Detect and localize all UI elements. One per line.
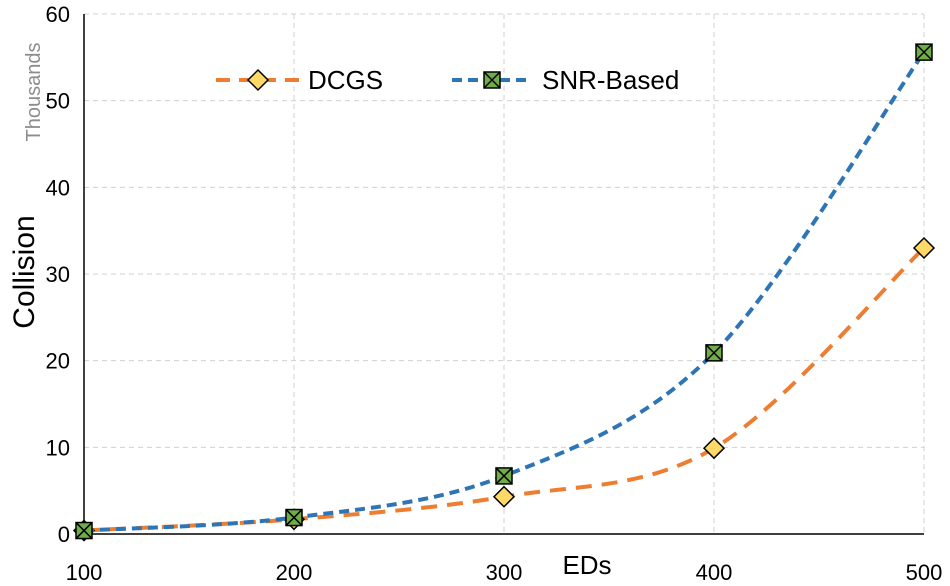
y-units-label: Thousands xyxy=(23,43,45,142)
data-point-snr-based-400 xyxy=(705,344,723,362)
y-tick-label-0: 0 xyxy=(58,522,70,547)
grid xyxy=(84,13,925,534)
tick-labels: 0 10 20 30 40 50 60 100 200 300 400 500 xyxy=(46,2,943,585)
x-axis-label: EDs xyxy=(562,550,611,580)
legend-marker-dcgs-diamond-icon xyxy=(246,68,270,92)
x-tick-label-400: 400 xyxy=(696,560,733,585)
series-area xyxy=(72,43,936,542)
x-tick-label-200: 200 xyxy=(276,560,313,585)
x-tick-label-500: 500 xyxy=(906,560,943,585)
y-tick-label-20: 20 xyxy=(46,349,70,374)
data-point-dcgs-500 xyxy=(912,236,936,260)
series-dcgs xyxy=(72,236,936,542)
y-tick-label-30: 30 xyxy=(46,262,70,287)
data-point-snr-based-200 xyxy=(285,508,303,527)
legend-item-snr-based: SNR-Based xyxy=(452,65,679,95)
legend-item-dcgs: DCGS xyxy=(216,65,383,95)
data-point-dcgs-300 xyxy=(492,485,516,508)
legend: DCGS SNR-Based xyxy=(216,65,679,95)
series-snr-based xyxy=(75,43,933,540)
y-tick-label-10: 10 xyxy=(46,435,70,460)
axes xyxy=(83,14,924,535)
legend-label-dcgs: DCGS xyxy=(308,65,383,95)
x-tick-label-300: 300 xyxy=(486,560,523,585)
x-tick-label-100: 100 xyxy=(66,560,103,585)
data-point-snr-based-100 xyxy=(75,521,93,540)
legend-marker-snr-cross xyxy=(483,71,501,89)
y-tick-label-60: 60 xyxy=(46,2,70,27)
data-point-snr-based-500 xyxy=(915,43,933,61)
y-axis-label: Collision xyxy=(8,215,41,328)
legend-label-snr-based: SNR-Based xyxy=(542,65,679,95)
data-point-dcgs-400 xyxy=(702,437,726,460)
y-tick-label-50: 50 xyxy=(46,89,70,114)
data-point-snr-based-300 xyxy=(495,467,513,485)
y-tick-label-40: 40 xyxy=(46,175,70,200)
series-line-snr-based xyxy=(83,50,926,533)
